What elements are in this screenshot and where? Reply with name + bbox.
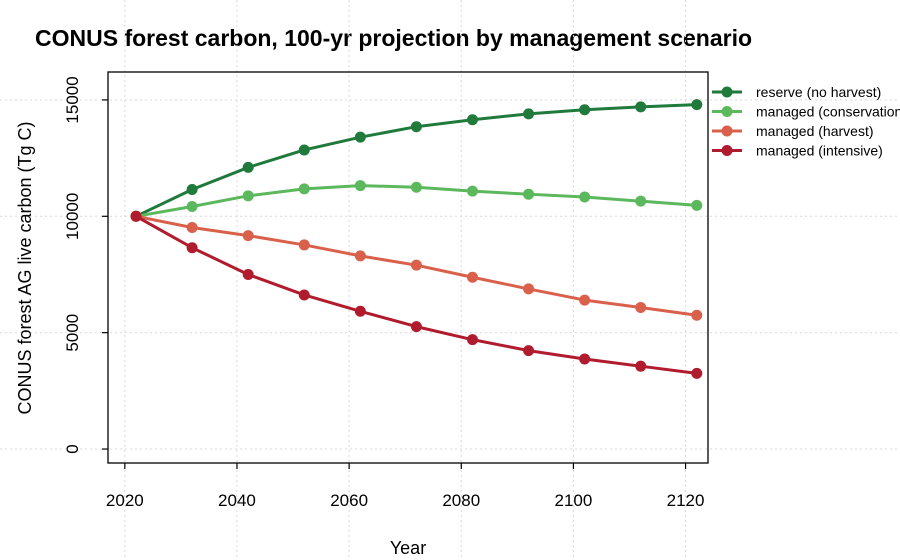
data-point [635, 302, 647, 314]
data-point [298, 289, 310, 301]
data-point [186, 242, 198, 254]
data-point [691, 199, 703, 211]
y-axis: 0 5000 10000 15000 [63, 76, 108, 454]
data-point [242, 268, 254, 280]
data-point [635, 101, 647, 113]
legend-item: reserve (no harvest) [712, 84, 881, 100]
data-point [354, 131, 366, 143]
data-point [354, 180, 366, 192]
chart-title: CONUS forest carbon, 100-yr projection b… [35, 25, 752, 51]
y-axis-label: CONUS forest AG live carbon (Tg C) [15, 121, 35, 414]
data-point [186, 184, 198, 196]
x-tick-label: 2060 [330, 491, 368, 510]
x-axis: 2020 2040 2060 2080 2100 2120 [106, 463, 705, 510]
y-tick-label: 0 [63, 444, 82, 453]
x-tick-label: 2020 [106, 491, 144, 510]
data-point [523, 108, 535, 120]
plot-frame [107, 71, 709, 464]
data-point [354, 250, 366, 262]
data-point [410, 121, 422, 133]
legend-swatch-marker [721, 145, 733, 156]
data-point [242, 161, 254, 173]
data-point [466, 334, 478, 346]
legend-label: reserve (no harvest) [756, 84, 881, 100]
data-point [466, 185, 478, 197]
data-point [523, 345, 535, 357]
series-1 [130, 99, 703, 222]
data-point [410, 321, 422, 333]
data-point [242, 190, 254, 202]
data-point [298, 239, 310, 251]
legend: reserve (no harvest) managed (conservatio… [712, 84, 900, 159]
y-tick-label: 5000 [63, 314, 82, 352]
legend-item: managed (conservation) [712, 104, 900, 120]
data-point [579, 191, 591, 203]
data-point [691, 99, 703, 111]
data-point [523, 283, 535, 295]
x-axis-label: Year [390, 538, 426, 558]
data-point [691, 309, 703, 321]
data-point [242, 230, 254, 242]
legend-item: managed (harvest) [712, 123, 874, 139]
data-point [466, 271, 478, 283]
legend-label: managed (conservation) [756, 104, 900, 120]
data-point [130, 210, 142, 222]
data-point [466, 114, 478, 126]
legend-label: managed (harvest) [756, 123, 874, 139]
series-line [135, 214, 697, 375]
y-tick-label: 10000 [63, 193, 82, 240]
data-point [579, 294, 591, 306]
data-point [410, 181, 422, 193]
series-2 [130, 180, 703, 222]
data-point [186, 221, 198, 233]
x-tick-label: 2080 [442, 491, 480, 510]
legend-swatch-marker [721, 86, 733, 98]
series-3 [130, 210, 703, 321]
y-tick-label: 15000 [63, 76, 82, 123]
series-lines [130, 99, 703, 379]
data-point [298, 144, 310, 156]
legend-label: managed (intensive) [756, 143, 883, 159]
data-point [579, 353, 591, 365]
series-4 [130, 210, 703, 379]
data-point [354, 305, 366, 317]
data-point [691, 367, 703, 379]
legend-swatch-marker [721, 106, 733, 117]
data-point [298, 183, 310, 195]
data-point [186, 201, 198, 213]
data-point [635, 360, 647, 372]
data-point [410, 259, 422, 271]
x-tick-label: 2100 [555, 491, 593, 510]
legend-swatch-marker [721, 125, 733, 137]
data-point [579, 104, 591, 116]
data-point [635, 195, 647, 207]
legend-item: managed (intensive) [712, 143, 883, 159]
x-tick-label: 2040 [218, 491, 256, 510]
x-tick-label: 2120 [667, 491, 705, 510]
data-point [523, 188, 535, 200]
